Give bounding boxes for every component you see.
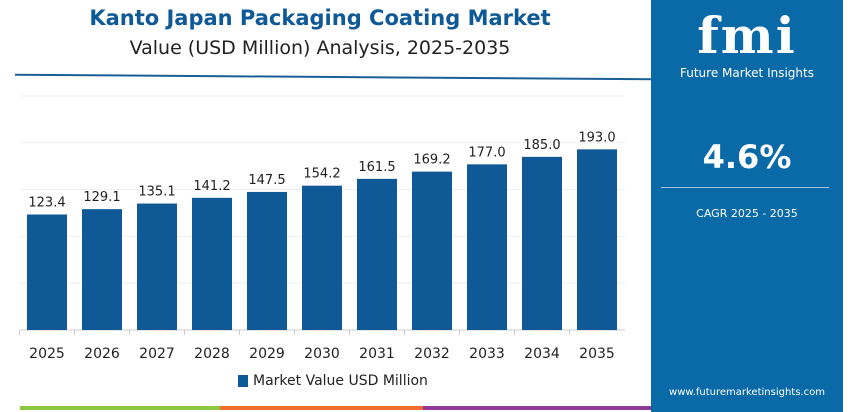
x-tick-label: 2025 <box>29 346 65 362</box>
data-label: 185.0 <box>523 138 560 153</box>
bar <box>412 171 452 330</box>
bar-chart: 123.4 2025 129.1 2026 135.1 2027 141.2 2028 147.… <box>19 95 625 362</box>
data-label: 141.2 <box>193 179 230 194</box>
data-label: 193.0 <box>578 130 615 145</box>
logo-subtitle: Future Market Insights <box>679 66 814 80</box>
color-strip-green <box>20 406 220 410</box>
data-label: 177.0 <box>468 145 505 160</box>
chart-subtitle: Value (USD Million) Analysis, 2025-2035 <box>129 37 511 59</box>
data-label: 147.5 <box>248 173 285 188</box>
side-panel: fmi Future Market Insights 4.6% CAGR 202… <box>651 0 843 412</box>
x-tick-label: 2029 <box>249 346 285 362</box>
bar <box>357 178 397 330</box>
cagr-label: CAGR 2025 - 2035 <box>696 207 798 220</box>
website-link[interactable]: www.futuremarketinsights.com <box>669 387 825 398</box>
x-tick-label: 2034 <box>524 346 560 362</box>
data-label: 123.4 <box>28 195 65 210</box>
data-label: 169.2 <box>413 153 450 168</box>
legend: Market Value USD Million <box>238 373 428 389</box>
legend-label: Market Value USD Million <box>253 373 428 389</box>
cagr-divider <box>661 187 829 188</box>
bar <box>467 164 507 330</box>
x-tick-label: 2026 <box>84 346 120 362</box>
x-tick-label: 2031 <box>359 346 395 362</box>
color-strip-orange <box>220 406 423 410</box>
legend-swatch <box>238 375 248 387</box>
chart-title: Kanto Japan Packaging Coating Market <box>89 6 551 30</box>
x-tick-label: 2027 <box>139 346 175 362</box>
data-label: 135.1 <box>138 185 175 200</box>
x-tick-label: 2028 <box>194 346 230 362</box>
x-tick-label: 2033 <box>469 346 505 362</box>
x-tick-label: 2030 <box>304 346 340 362</box>
bar <box>302 185 342 330</box>
data-label: 129.1 <box>83 190 120 205</box>
fmi-logo: fmi <box>697 6 797 65</box>
bar <box>522 156 562 330</box>
cagr-value: 4.6% <box>702 138 792 176</box>
x-tick-label: 2035 <box>579 346 615 362</box>
x-tick-label: 2032 <box>414 346 450 362</box>
bar <box>577 149 617 330</box>
bar <box>27 214 67 330</box>
bar <box>82 209 122 330</box>
data-label: 154.2 <box>303 167 340 182</box>
bar <box>137 203 177 330</box>
color-strip-purple <box>423 406 651 410</box>
bar <box>192 197 232 330</box>
bar <box>247 191 287 330</box>
data-label: 161.5 <box>358 160 395 175</box>
